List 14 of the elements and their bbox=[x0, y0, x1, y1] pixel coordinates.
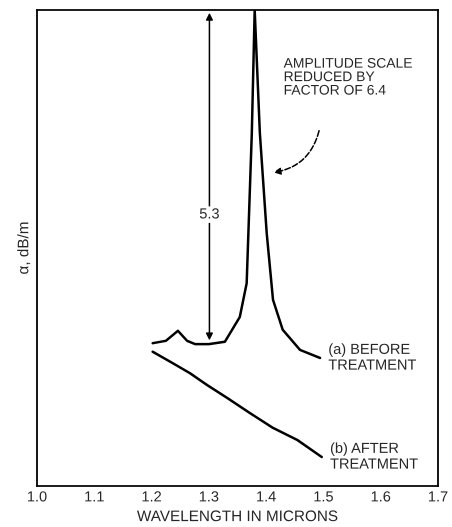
x-tick-label: 1.7 bbox=[428, 491, 448, 502]
x-axis-title: WAVELENGTH IN MICRONS bbox=[136, 510, 338, 522]
annotation: AMPLITUDE SCALE REDUCED BY FACTOR OF 6.4 bbox=[284, 58, 412, 95]
x-tick-label: 1.5 bbox=[314, 491, 333, 502]
x-tick-label: 1.3 bbox=[200, 491, 218, 502]
series-label: (a) BEFORE TREATMENT bbox=[328, 343, 416, 370]
series-label: (b) AFTER TREATMENT bbox=[330, 442, 418, 469]
x-tick-label: 1.2 bbox=[142, 491, 161, 502]
x-tick-label: 1.0 bbox=[28, 491, 47, 502]
annotation: 5.3 bbox=[200, 208, 219, 219]
x-tick-label: 1.1 bbox=[85, 491, 104, 502]
x-tick-label: 1.4 bbox=[257, 491, 276, 502]
x-tick-label: 1.6 bbox=[372, 491, 390, 502]
y-axis-title: α, dB/m bbox=[17, 222, 30, 274]
